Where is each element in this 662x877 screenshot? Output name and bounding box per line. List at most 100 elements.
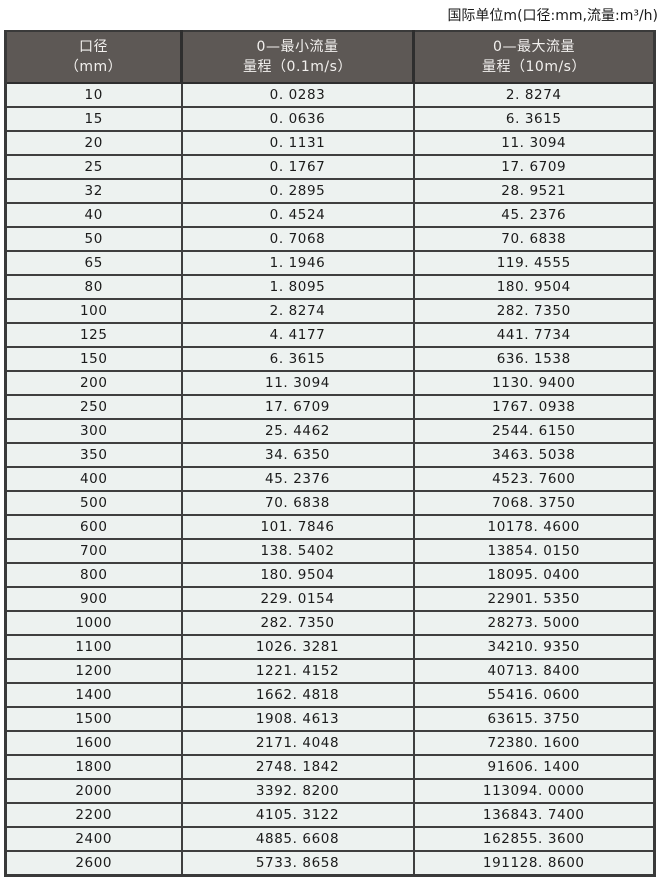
cell-min-flow: 11. 3094 bbox=[181, 371, 415, 396]
cell-min-flow: 138. 5402 bbox=[181, 539, 415, 564]
cell-min-flow: 1662. 4818 bbox=[181, 683, 415, 708]
table-row: 1000 282. 7350 28273. 5000 bbox=[5, 611, 655, 636]
cell-diameter: 1600 bbox=[5, 731, 183, 756]
table-row: 2200 4105. 3122 136843. 7400 bbox=[5, 803, 655, 828]
table-row: 400 45. 2376 4523. 7600 bbox=[5, 467, 655, 492]
cell-diameter: 200 bbox=[5, 371, 183, 396]
cell-diameter: 2400 bbox=[5, 827, 183, 852]
cell-max-flow: 1767. 0938 bbox=[413, 395, 655, 420]
table-row: 350 34. 6350 3463. 5038 bbox=[5, 443, 655, 468]
table-row: 15 0. 0636 6. 3615 bbox=[5, 107, 655, 132]
table-caption-row: 国际单位m(口径:mm,流量:m³/h) bbox=[0, 0, 662, 30]
table-row: 100 2. 8274 282. 7350 bbox=[5, 299, 655, 324]
cell-min-flow: 25. 4462 bbox=[181, 419, 415, 444]
cell-diameter: 600 bbox=[5, 515, 183, 540]
cell-min-flow: 101. 7846 bbox=[181, 515, 415, 540]
table-row: 20 0. 1131 11. 3094 bbox=[5, 131, 655, 156]
cell-min-flow: 45. 2376 bbox=[181, 467, 415, 492]
cell-min-flow: 3392. 8200 bbox=[181, 779, 415, 804]
cell-min-flow: 0. 1767 bbox=[181, 155, 415, 180]
cell-diameter: 125 bbox=[5, 323, 183, 348]
table-row: 65 1. 1946 119. 4555 bbox=[5, 251, 655, 276]
cell-max-flow: 162855. 3600 bbox=[413, 827, 655, 852]
cell-max-flow: 63615. 3750 bbox=[413, 707, 655, 732]
cell-min-flow: 17. 6709 bbox=[181, 395, 415, 420]
cell-max-flow: 45. 2376 bbox=[413, 203, 655, 228]
table-row: 1500 1908. 4613 63615. 3750 bbox=[5, 707, 655, 732]
cell-min-flow: 70. 6838 bbox=[181, 491, 415, 516]
cell-max-flow: 180. 9504 bbox=[413, 275, 655, 300]
cell-max-flow: 113094. 0000 bbox=[413, 779, 655, 804]
cell-diameter: 1100 bbox=[5, 635, 183, 660]
table-row: 1100 1026. 3281 34210. 9350 bbox=[5, 635, 655, 660]
cell-diameter: 800 bbox=[5, 563, 183, 588]
cell-min-flow: 0. 2895 bbox=[181, 179, 415, 204]
table-row: 125 4. 4177 441. 7734 bbox=[5, 323, 655, 348]
header-diameter-line1: 口径 bbox=[79, 38, 108, 55]
table-row: 80 1. 8095 180. 9504 bbox=[5, 275, 655, 300]
cell-max-flow: 34210. 9350 bbox=[413, 635, 655, 660]
column-header-min-flow: 0—最小流量 量程（0.1m/s） bbox=[181, 31, 415, 84]
table-head: 口径 （mm） 0—最小流量 量程（0.1m/s） 0—最大流量 量程（10m/… bbox=[5, 31, 655, 84]
header-max-flow-line1: 0—最大流量 bbox=[493, 38, 575, 55]
cell-max-flow: 17. 6709 bbox=[413, 155, 655, 180]
cell-diameter: 15 bbox=[5, 107, 183, 132]
cell-min-flow: 2171. 4048 bbox=[181, 731, 415, 756]
cell-diameter: 2200 bbox=[5, 803, 183, 828]
cell-diameter: 25 bbox=[5, 155, 183, 180]
cell-diameter: 700 bbox=[5, 539, 183, 564]
header-min-flow-line1: 0—最小流量 bbox=[256, 38, 339, 55]
cell-max-flow: 40713. 8400 bbox=[413, 659, 655, 684]
cell-min-flow: 1. 1946 bbox=[181, 251, 415, 276]
cell-max-flow: 441. 7734 bbox=[413, 323, 655, 348]
table-row: 50 0. 7068 70. 6838 bbox=[5, 227, 655, 252]
cell-diameter: 250 bbox=[5, 395, 183, 420]
column-header-diameter: 口径 （mm） bbox=[5, 31, 183, 84]
table-row: 40 0. 4524 45. 2376 bbox=[5, 203, 655, 228]
cell-diameter: 1400 bbox=[5, 683, 183, 708]
table-row: 700 138. 5402 13854. 0150 bbox=[5, 539, 655, 564]
cell-min-flow: 4885. 6608 bbox=[181, 827, 415, 852]
table-row: 1600 2171. 4048 72380. 1600 bbox=[5, 731, 655, 756]
header-min-flow-line2: 量程（0.1m/s） bbox=[243, 59, 352, 75]
table-row: 1200 1221. 4152 40713. 8400 bbox=[5, 659, 655, 684]
cell-diameter: 2600 bbox=[5, 851, 183, 876]
cell-diameter: 100 bbox=[5, 299, 183, 324]
cell-min-flow: 1. 8095 bbox=[181, 275, 415, 300]
cell-max-flow: 28273. 5000 bbox=[413, 611, 655, 636]
cell-max-flow: 2544. 6150 bbox=[413, 419, 655, 444]
table-row: 200 11. 3094 1130. 9400 bbox=[5, 371, 655, 396]
cell-max-flow: 636. 1538 bbox=[413, 347, 655, 372]
table-row: 10 0. 0283 2. 8274 bbox=[5, 83, 655, 108]
cell-diameter: 10 bbox=[5, 83, 183, 108]
cell-max-flow: 3463. 5038 bbox=[413, 443, 655, 468]
cell-diameter: 900 bbox=[5, 587, 183, 612]
cell-min-flow: 1026. 3281 bbox=[181, 635, 415, 660]
table-row: 2400 4885. 6608 162855. 3600 bbox=[5, 827, 655, 852]
cell-diameter: 80 bbox=[5, 275, 183, 300]
table-row: 150 6. 3615 636. 1538 bbox=[5, 347, 655, 372]
header-diameter-line2: （mm） bbox=[64, 59, 123, 75]
unit-caption: 国际单位m(口径:mm,流量:m³/h) bbox=[447, 8, 658, 24]
cell-diameter: 40 bbox=[5, 203, 183, 228]
cell-diameter: 150 bbox=[5, 347, 183, 372]
flow-range-table: 口径 （mm） 0—最小流量 量程（0.1m/s） 0—最大流量 量程（10m/… bbox=[4, 30, 656, 877]
cell-min-flow: 34. 6350 bbox=[181, 443, 415, 468]
cell-max-flow: 7068. 3750 bbox=[413, 491, 655, 516]
cell-max-flow: 70. 6838 bbox=[413, 227, 655, 252]
cell-min-flow: 1908. 4613 bbox=[181, 707, 415, 732]
cell-diameter: 1000 bbox=[5, 611, 183, 636]
cell-min-flow: 6. 3615 bbox=[181, 347, 415, 372]
cell-diameter: 20 bbox=[5, 131, 183, 156]
cell-max-flow: 11. 3094 bbox=[413, 131, 655, 156]
cell-diameter: 1200 bbox=[5, 659, 183, 684]
table-row: 25 0. 1767 17. 6709 bbox=[5, 155, 655, 180]
cell-min-flow: 180. 9504 bbox=[181, 563, 415, 588]
cell-diameter: 32 bbox=[5, 179, 183, 204]
table-row: 900 229. 0154 22901. 5350 bbox=[5, 587, 655, 612]
cell-diameter: 65 bbox=[5, 251, 183, 276]
cell-max-flow: 6. 3615 bbox=[413, 107, 655, 132]
column-header-max-flow: 0—最大流量 量程（10m/s） bbox=[413, 31, 655, 84]
table-row: 600 101. 7846 10178. 4600 bbox=[5, 515, 655, 540]
table-row: 32 0. 2895 28. 9521 bbox=[5, 179, 655, 204]
